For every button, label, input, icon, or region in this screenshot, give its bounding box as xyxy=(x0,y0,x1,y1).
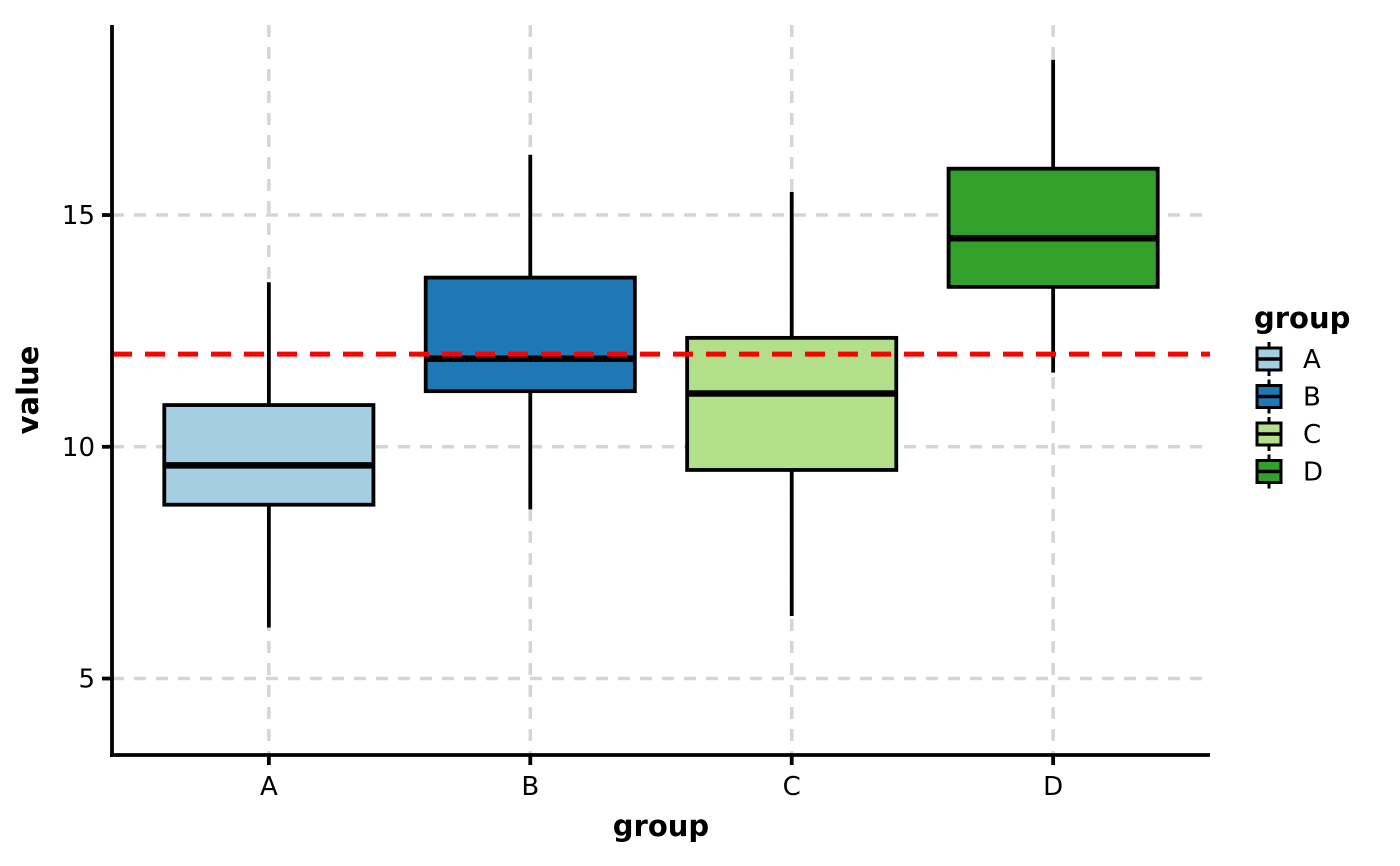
box-layer xyxy=(162,59,1160,628)
legend-label-D: D xyxy=(1303,458,1323,488)
x-axis-title: group xyxy=(613,809,709,843)
y-tick-label-5: 5 xyxy=(78,665,95,695)
x-tick-label-C: C xyxy=(783,772,801,802)
y-axis-title: value xyxy=(11,346,45,435)
iqr-box-D xyxy=(946,166,1160,289)
legend-label-A: A xyxy=(1303,345,1321,375)
y-tick-label-10: 10 xyxy=(62,433,95,463)
boxplot-group-A xyxy=(162,282,376,628)
legend-item-C: C xyxy=(1255,417,1321,451)
legend-item-D: D xyxy=(1255,454,1323,489)
x-tick-label-B: B xyxy=(521,772,539,802)
x-tick-label-A: A xyxy=(260,772,278,802)
legend-item-A: A xyxy=(1255,342,1321,376)
iqr-box-A xyxy=(162,403,376,507)
legend-title: group xyxy=(1254,301,1350,335)
iqr-box-B xyxy=(423,275,637,394)
axis-layer: 5 10 15 A B C D xyxy=(62,25,1210,802)
grid-layer xyxy=(112,25,1210,755)
y-tick-label-15: 15 xyxy=(62,201,95,231)
iqr-box-C xyxy=(685,335,899,472)
legend-label-C: C xyxy=(1303,420,1321,450)
x-tick-label-D: D xyxy=(1043,772,1063,802)
boxplot-group-B xyxy=(423,154,637,510)
boxplot-group-D xyxy=(946,59,1160,373)
boxplot-group-C xyxy=(685,191,899,616)
legend-label-B: B xyxy=(1303,383,1321,413)
legend-item-B: B xyxy=(1255,379,1321,414)
